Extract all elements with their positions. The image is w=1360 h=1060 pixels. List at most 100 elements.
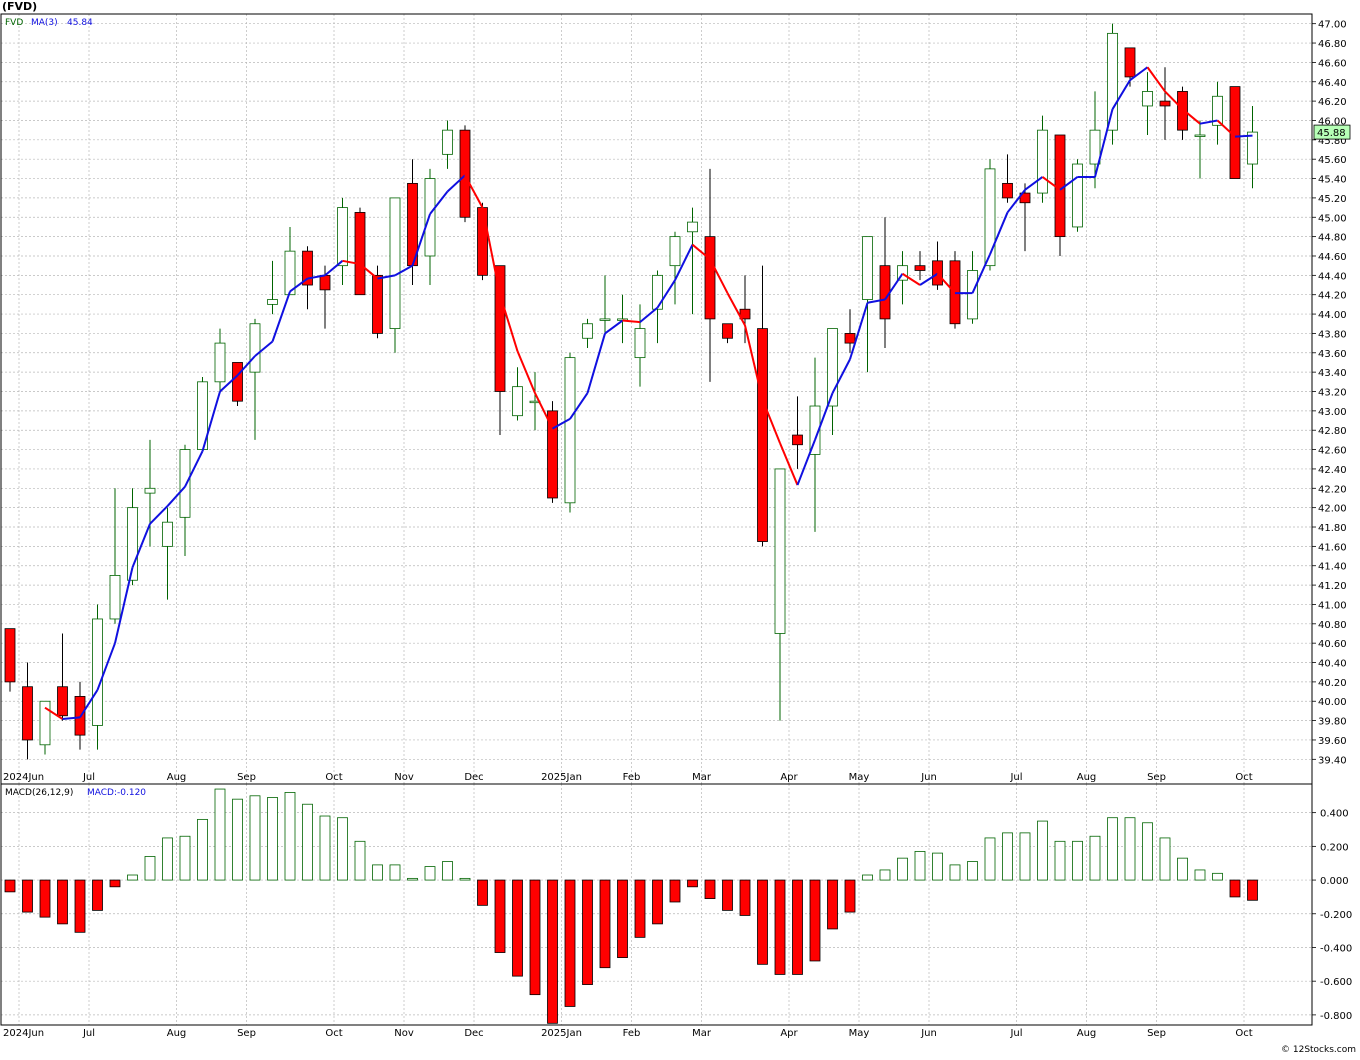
ma-segment: [271, 291, 291, 342]
candle-up: [1212, 81, 1223, 145]
candle-up: [774, 468, 786, 721]
macd-bar-negative: [739, 879, 751, 916]
candle-body: [39, 700, 51, 746]
candle-body: [512, 386, 523, 417]
macd-bar-positive: [984, 837, 996, 881]
candle-body: [1177, 91, 1188, 131]
ma-segment: [1041, 176, 1061, 191]
macd-bar-positive: [1177, 857, 1188, 881]
macd-bar-positive: [1142, 822, 1153, 881]
candle-up: [967, 251, 978, 324]
macd-bar-negative: [1247, 879, 1258, 901]
candle-up: [214, 328, 226, 392]
ma-segment: [1181, 108, 1201, 125]
grid-layer: [1, 14, 1316, 1025]
candle-body: [57, 686, 68, 717]
macd-bar-negative: [39, 879, 51, 918]
candle-body: [1089, 129, 1101, 165]
macd-bar-positive: [1037, 820, 1048, 881]
price-tick-label: 41.00: [1318, 600, 1347, 611]
candle-body: [372, 274, 383, 334]
ma-segment: [377, 274, 396, 280]
candle-down: [844, 309, 856, 353]
price-x-tick-label: Nov: [394, 772, 414, 783]
moving-average: [44, 66, 1253, 720]
candle-body: [634, 328, 646, 359]
ma-segment: [552, 418, 571, 430]
ma-segment: [1164, 90, 1184, 110]
candle-body: [687, 221, 698, 233]
ma-segment: [219, 374, 239, 393]
candle-body: [179, 449, 191, 518]
macd-bar-positive: [1159, 837, 1171, 881]
price-x-tick-label: Sep: [1147, 772, 1166, 783]
macd-bar-positive: [1194, 869, 1206, 881]
macd-bar-positive: [862, 874, 873, 881]
macd-x-tick-label: Aug: [167, 1028, 187, 1039]
macd-bar-negative: [477, 879, 488, 906]
candle-up: [337, 197, 348, 286]
price-tick-label: 42.80: [1318, 426, 1347, 437]
macd-bar-positive: [354, 840, 366, 881]
price-tick-label: 45.00: [1318, 213, 1347, 224]
x-axis-labels: 2024Jun 2024Jun Jul Jul Aug Aug Sep Sep Oct Oct No…: [3, 772, 1253, 1039]
candle-up: [1037, 115, 1048, 203]
ma-segment: [114, 567, 134, 644]
candle-body: [599, 318, 611, 321]
price-tick-label: 41.60: [1318, 542, 1347, 553]
candle-up: [1107, 23, 1118, 145]
candle-down: [722, 323, 733, 344]
price-tick-label: 44.40: [1318, 271, 1347, 282]
candle-body: [1194, 134, 1206, 137]
ma-segment: [411, 213, 431, 266]
ma-segment: [919, 272, 939, 286]
macd-bar-positive: [1212, 872, 1223, 881]
candle-body: [879, 265, 891, 320]
macd-legend-value: MACD:-0.120: [87, 788, 146, 798]
candle-body: [1037, 129, 1048, 194]
candle-up: [1247, 105, 1258, 189]
ma-segment: [499, 294, 519, 352]
macd-bar-negative: [634, 879, 646, 938]
macd-x-tick-label: Oct: [1235, 1028, 1252, 1039]
ma-segment: [936, 273, 956, 294]
macd-bar-positive: [914, 851, 926, 881]
ma-segment: [236, 355, 256, 377]
candle-up: [809, 357, 821, 532]
candle-body: [22, 686, 33, 741]
macd-bar-negative: [547, 879, 558, 1024]
macd-x-tick-label: Dec: [464, 1028, 483, 1039]
candle-body: [1054, 134, 1066, 238]
candle-body: [232, 362, 243, 402]
macd-bar-negative: [4, 879, 16, 893]
candle-body: [809, 405, 821, 455]
macd-bar-negative: [844, 879, 856, 913]
macd-x-tick-label: Jul: [1009, 1028, 1022, 1039]
candle-up: [512, 367, 523, 421]
candle-up: [442, 120, 453, 169]
macd-bar-positive: [1107, 817, 1118, 881]
macd-bar-negative: [57, 879, 68, 925]
macd-bar-positive: [897, 857, 908, 881]
candle-body: [564, 357, 576, 504]
ma-segment: [1216, 119, 1236, 138]
price-x-tick-label: Feb: [623, 772, 641, 783]
macd-panel-frame: [0, 783, 1313, 1026]
ma-segment: [516, 350, 536, 394]
macd-bar-positive: [932, 852, 943, 881]
macd-bar-negative: [617, 879, 628, 958]
candle-body: [669, 236, 681, 267]
ma-segment: [79, 689, 99, 718]
price-x-tick-label: Oct: [1235, 772, 1252, 783]
macd-bar-negative: [512, 879, 523, 977]
ma-segment: [989, 212, 1009, 255]
price-tick-label: 42.60: [1318, 446, 1347, 457]
ma-segment: [359, 263, 379, 280]
ma-segment: [622, 319, 641, 324]
ma-segment: [849, 302, 869, 360]
price-x-tick-label: Apr: [780, 772, 798, 783]
candle-body: [92, 618, 103, 726]
macd-bar-negative: [109, 879, 121, 888]
candle-body: [547, 410, 558, 499]
macd-bar-negative: [1229, 879, 1241, 898]
